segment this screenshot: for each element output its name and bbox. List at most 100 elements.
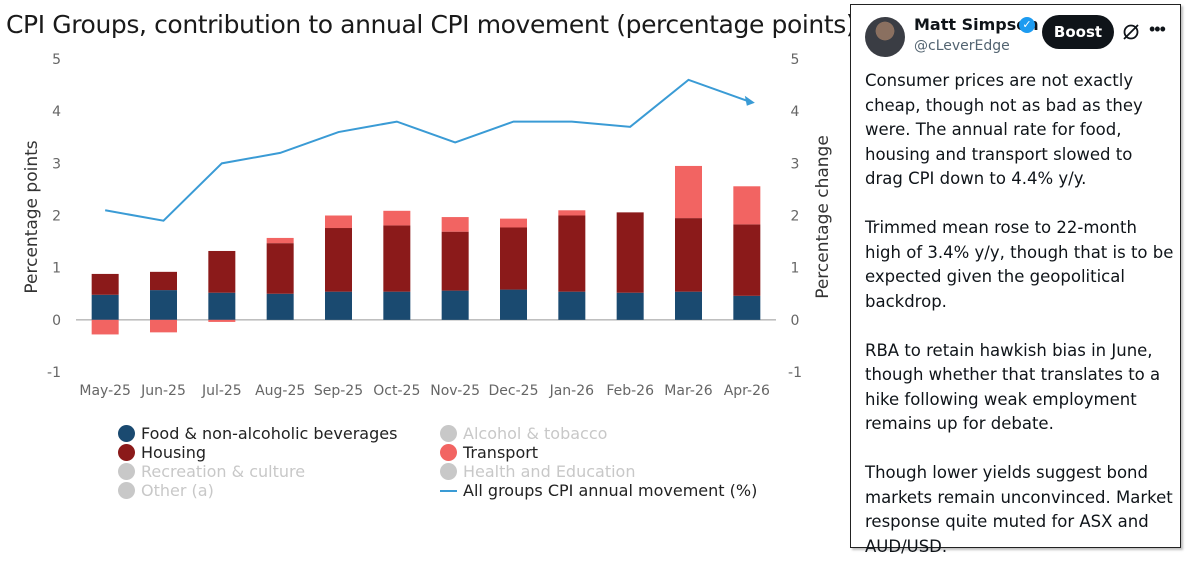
chart-title: CPI Groups, contribution to annual CPI m… — [6, 10, 856, 39]
y-tick-label-right: 1 — [791, 261, 800, 277]
bar-segment — [616, 212, 644, 293]
bar-segment — [383, 210, 411, 226]
x-tick-label: Sep-25 — [314, 383, 363, 399]
legend-item[interactable]: Housing — [118, 443, 206, 462]
line-arrowhead — [744, 95, 755, 106]
bar-segment — [325, 215, 352, 229]
x-tick-label: Jul-25 — [201, 383, 242, 399]
boost-button[interactable]: Boost — [1042, 15, 1114, 49]
y-axis-label-left: Percentage points — [22, 140, 42, 293]
tweet-paragraph: Trimmed mean rose to 22-month high of 3.… — [865, 218, 1174, 311]
user-name[interactable]: Matt Simpson — [914, 15, 1039, 34]
legend-item[interactable]: Other (a) — [118, 481, 214, 500]
y-tick-label-right: 4 — [791, 104, 800, 120]
bar-segment — [208, 292, 236, 320]
x-tick-label: May-25 — [79, 383, 131, 399]
more-options-icon[interactable]: ••• — [1149, 19, 1166, 39]
bar-segment — [733, 186, 761, 225]
chart-plot: 5 5 4 4 3 3 2 2 1 1 0 0 -1 -1 May-25 Jun-25 Jul-25 Aug-25… — [22, 52, 833, 399]
bar-segment — [91, 294, 119, 320]
x-tick-label: Feb-26 — [606, 383, 654, 399]
user-handle[interactable]: @cLeverEdge — [914, 38, 1010, 54]
y-tick-label-right: 2 — [791, 209, 800, 225]
legend-dot-icon — [440, 425, 457, 442]
tweet-paragraph: Consumer prices are not exactly cheap, t… — [865, 71, 1143, 188]
legend-item[interactable]: Food & non-alcoholic beverages — [118, 424, 397, 443]
bar-segment — [675, 218, 702, 292]
bar-segment — [558, 210, 586, 216]
y-axis-label-right: Percentage change — [813, 135, 833, 299]
legend-label: Food & non-alcoholic beverages — [141, 424, 398, 443]
legend-dot-icon — [118, 444, 135, 461]
tweet-paragraph: Though lower yields suggest bond markets… — [865, 463, 1173, 556]
x-tick-label: Nov-25 — [430, 383, 480, 399]
legend-item[interactable]: Transport — [440, 443, 538, 462]
x-tick-label: Oct-25 — [373, 383, 420, 399]
x-tick-label: Apr-26 — [724, 383, 770, 399]
tweet-paragraph: RBA to retain hawkish bias in June, thou… — [865, 340, 1161, 434]
bar-segment — [500, 289, 527, 320]
y-tick-label-left: 1 — [52, 261, 61, 277]
bar-segment — [325, 228, 352, 292]
legend-label: Housing — [141, 443, 207, 462]
bar-segment — [208, 319, 236, 322]
y-tick-label-right: 0 — [791, 313, 800, 329]
legend-label: All groups CPI annual movement (%) — [463, 481, 758, 500]
bar-segment — [150, 290, 177, 320]
cpi-line — [104, 78, 748, 222]
bar-segment — [733, 295, 761, 320]
bar-segment — [266, 237, 294, 244]
legend-dot-icon — [440, 444, 457, 461]
bar-segment — [383, 291, 411, 320]
legend-item[interactable]: Alcohol & tobacco — [440, 424, 607, 443]
bar-segment — [91, 319, 119, 335]
grok-icon[interactable] — [1121, 22, 1141, 42]
tweet-text: Consumer prices are not exactly cheap, t… — [865, 69, 1175, 584]
legend-label: Alcohol & tobacco — [463, 424, 608, 443]
x-tick-label: Jun-25 — [140, 383, 186, 399]
bar-segment — [441, 290, 469, 320]
x-tick-label: Aug-25 — [255, 383, 305, 399]
legend-line-icon — [440, 489, 457, 492]
x-tick-label: Mar-26 — [664, 383, 712, 399]
legend-item[interactable]: Health and Education — [440, 462, 635, 481]
legend-dot-icon — [118, 482, 135, 499]
bar-segment — [325, 291, 352, 320]
y-tick-label-right: -1 — [788, 365, 802, 381]
legend-dot-icon — [118, 425, 135, 442]
bar-segment — [150, 271, 177, 291]
avatar[interactable] — [865, 17, 905, 57]
bar-segment — [441, 231, 469, 291]
legend-label: Transport — [463, 443, 539, 462]
tweet-card: Matt Simpson ✓ @cLeverEdge Boost ••• Con… — [850, 4, 1181, 556]
bar-segment — [266, 293, 294, 320]
bar-segment — [91, 273, 119, 295]
y-tick-label-left: 5 — [52, 52, 61, 68]
y-tick-label-left: 3 — [52, 156, 61, 172]
bar-segment — [558, 291, 586, 320]
y-tick-label-left: 4 — [52, 104, 61, 120]
legend-dot-icon — [440, 463, 457, 480]
legend-item[interactable]: All groups CPI annual movement (%) — [440, 481, 757, 500]
bar-segment — [558, 215, 586, 292]
legend-label: Health and Education — [463, 462, 636, 481]
y-tick-label-left: 0 — [52, 313, 61, 329]
y-tick-label-left: -1 — [47, 365, 61, 381]
verified-badge-icon: ✓ — [1019, 17, 1035, 33]
bar-segment — [266, 243, 294, 294]
bar-segment — [616, 292, 644, 320]
bar-segment — [675, 165, 702, 219]
bar-segment — [441, 217, 469, 232]
y-tick-label-right: 5 — [791, 52, 800, 68]
bar-segment — [150, 319, 177, 333]
legend-item[interactable]: Recreation & culture — [118, 462, 305, 481]
bar-segment — [500, 227, 527, 290]
bar-segment — [675, 291, 702, 320]
x-tick-label: Jan-26 — [549, 383, 595, 399]
x-tick-label: Dec-25 — [489, 383, 539, 399]
legend-dot-icon — [118, 463, 135, 480]
bar-segment — [500, 218, 527, 228]
bar-segment — [383, 225, 411, 292]
y-tick-label-left: 2 — [52, 209, 61, 225]
legend-label: Recreation & culture — [141, 462, 306, 481]
